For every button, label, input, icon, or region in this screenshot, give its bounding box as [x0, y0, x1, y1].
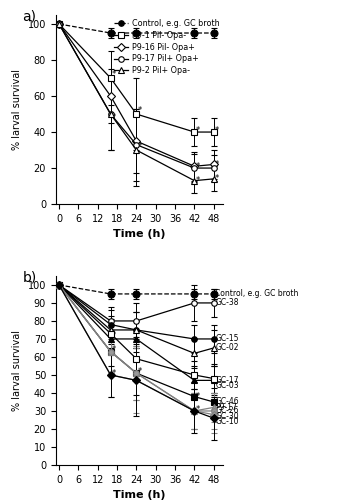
- Text: a): a): [22, 10, 36, 24]
- Y-axis label: % larval survival: % larval survival: [12, 69, 22, 150]
- Text: *: *: [112, 113, 116, 122]
- Text: GC-10: GC-10: [215, 418, 239, 426]
- Text: *: *: [195, 176, 200, 185]
- Text: *: *: [138, 367, 142, 376]
- Text: *: *: [215, 126, 219, 134]
- Text: *: *: [138, 142, 142, 151]
- Text: *: *: [112, 331, 116, 340]
- Text: *: *: [195, 392, 200, 401]
- Text: GC-30: GC-30: [215, 412, 239, 421]
- Text: GC-15: GC-15: [215, 334, 239, 344]
- Text: GC-17: GC-17: [215, 376, 239, 385]
- X-axis label: Time (h): Time (h): [113, 490, 166, 500]
- Legend: Control, e.g. GC broth, P9-1 Pil- Opa-, P9-16 Pil- Opa+, P9-17 Pil+ Opa+, P9-2 P: Control, e.g. GC broth, P9-1 Pil- Opa-, …: [114, 19, 219, 76]
- X-axis label: Time (h): Time (h): [113, 230, 166, 239]
- Text: GC-26: GC-26: [215, 406, 239, 416]
- Text: *: *: [215, 412, 219, 421]
- Text: *: *: [195, 162, 200, 171]
- Text: Control, e.g. GC broth: Control, e.g. GC broth: [215, 290, 299, 298]
- Text: b): b): [22, 270, 37, 284]
- Text: *: *: [195, 126, 200, 134]
- Text: GC-02: GC-02: [215, 344, 239, 352]
- Text: *: *: [112, 368, 116, 378]
- Text: GC-46: GC-46: [215, 398, 239, 406]
- Text: GC-38: GC-38: [215, 298, 239, 308]
- Text: *: *: [215, 160, 219, 169]
- Text: *: *: [215, 174, 219, 184]
- Text: *: *: [112, 70, 116, 79]
- Text: *: *: [138, 106, 142, 115]
- Y-axis label: % larval survival: % larval survival: [12, 330, 22, 411]
- Text: P9-17: P9-17: [215, 403, 237, 412]
- Text: *: *: [112, 346, 116, 354]
- Text: *: *: [195, 404, 200, 413]
- Text: GC-03: GC-03: [215, 382, 239, 390]
